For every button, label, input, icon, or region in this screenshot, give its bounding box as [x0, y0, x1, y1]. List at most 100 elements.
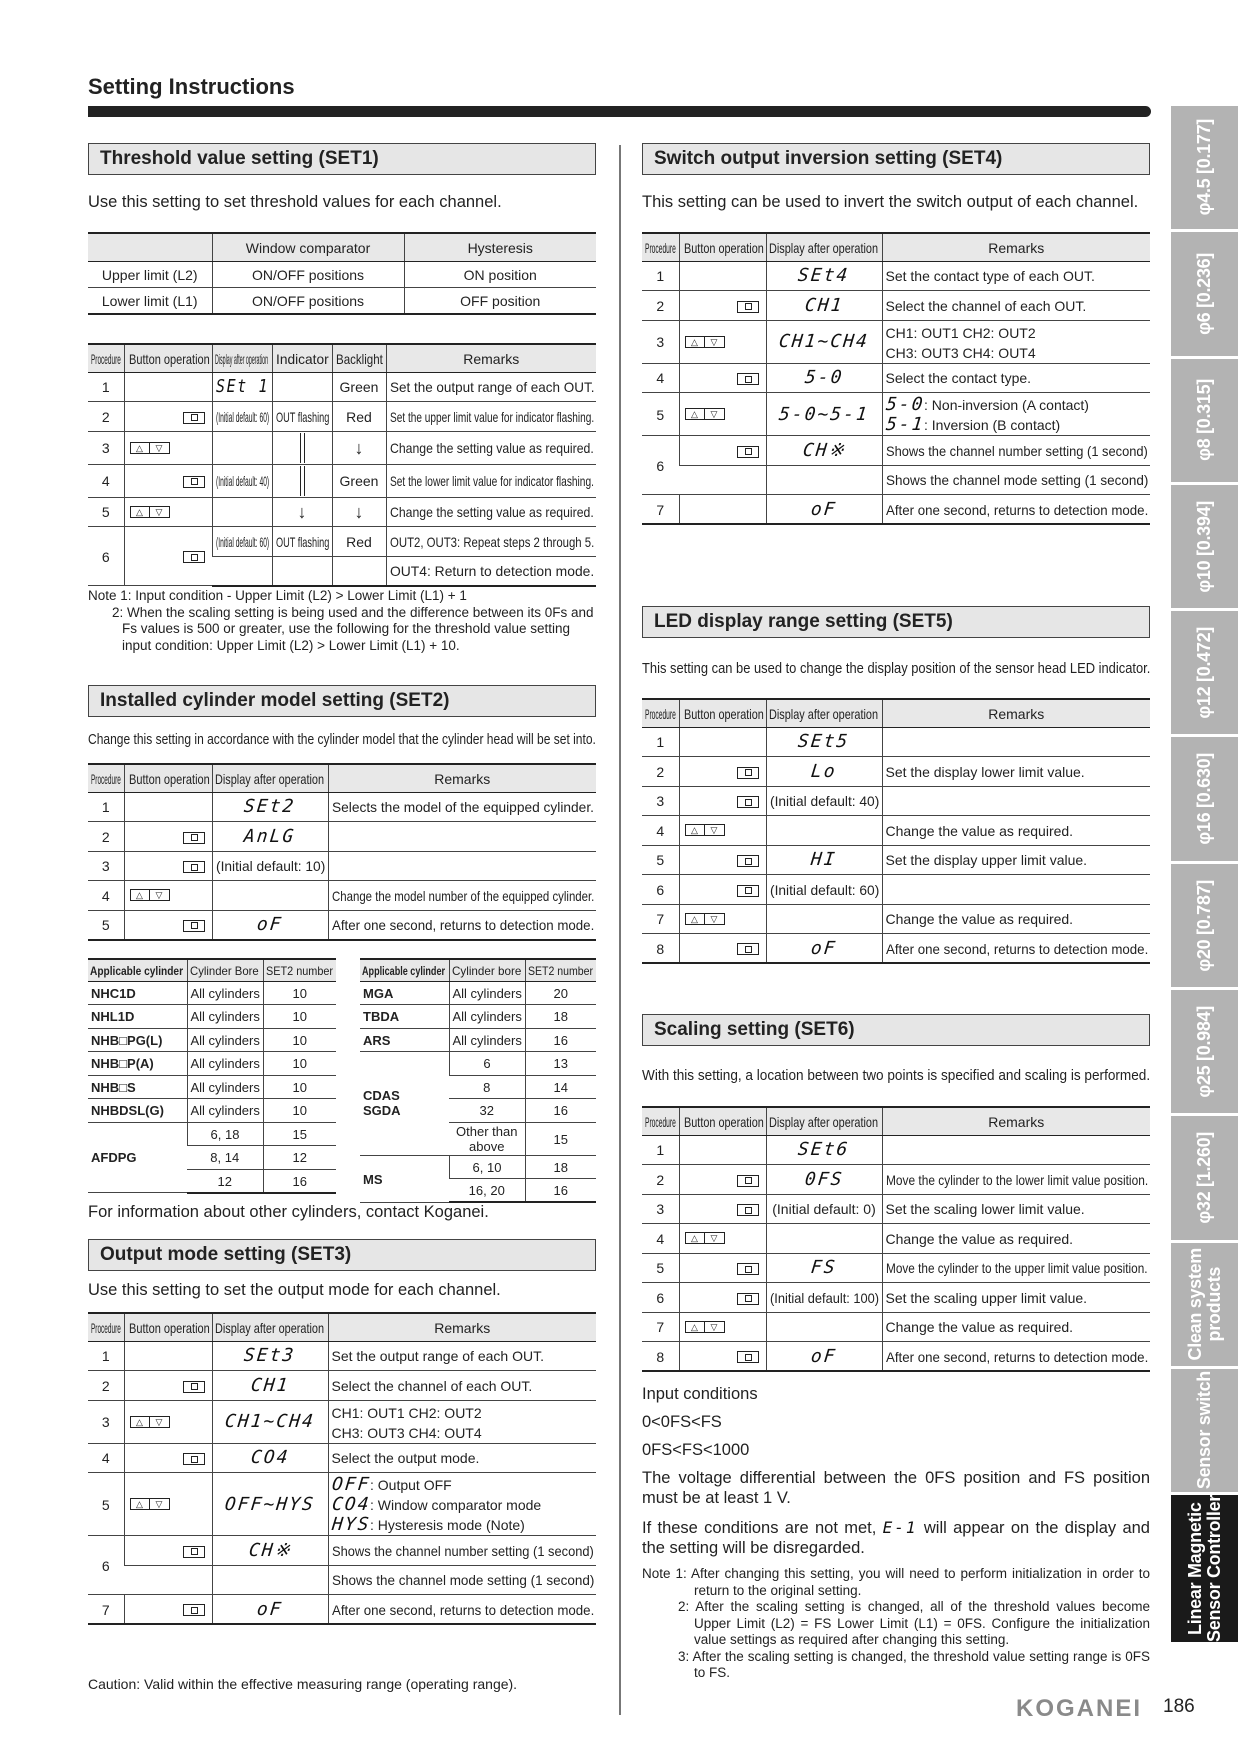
cell-text: 3: [101, 440, 110, 457]
set-button-icon: [736, 373, 759, 386]
table-cell: [678, 363, 766, 393]
side-tab[interactable]: Linear Magnetic Sensor Controller: [1171, 1495, 1238, 1643]
cell-text: 4: [101, 473, 110, 490]
table-cell: [679, 465, 766, 495]
side-tab[interactable]: φ16 [0.630]: [1171, 737, 1238, 861]
cell-text: 1: [656, 734, 665, 751]
cell-text: Button operation: [683, 705, 764, 722]
table-cell: [123, 1535, 212, 1566]
table-cell: 1: [88, 1341, 124, 1371]
continuation-line-icon: [299, 432, 305, 463]
cell-text: Lower limit (L1): [101, 293, 198, 310]
cell-text: Shows the channel mode setting (1 second…: [331, 1572, 594, 1589]
table-cell: Green: [331, 372, 386, 402]
table-cell: CH1: OUT1 CH2: OUT2 CH3: OUT3 CH4: OUT4: [327, 1400, 596, 1444]
cell-text: 3: [101, 1414, 110, 1431]
table-cell: Shows the channel mode setting (1 second…: [881, 465, 1150, 495]
set-button-icon: [736, 766, 759, 779]
table-row: 3 (Initial default: 10): [88, 851, 596, 881]
table-cell: [678, 845, 766, 875]
table-row: 1 SEt 1 Green Set the output range of each …: [88, 372, 596, 402]
cell-line: CH1: OUT1 CH2: OUT2: [886, 322, 1148, 342]
table-cell: [123, 851, 212, 881]
cell-text: Other than above: [456, 1123, 518, 1154]
table-row: Shows the channel mode setting (1 second…: [642, 465, 1150, 495]
cell-text: All cylinders: [452, 1032, 522, 1048]
cell-text: Change the setting value as required.: [389, 440, 594, 457]
table-cell: oF: [765, 494, 882, 525]
side-tab[interactable]: φ4.5 [0.177]: [1171, 106, 1238, 230]
table-cell: △ ▽: [123, 880, 212, 911]
cell-text: 3: [101, 858, 110, 875]
cell-text: SET2 number: [528, 963, 594, 978]
lcd-display-text: CH※: [801, 439, 847, 461]
table-cell: Change the model number of the equipped …: [327, 880, 596, 911]
table-cell: After one second, returns to detection m…: [327, 910, 596, 941]
cell-text: 3: [656, 1201, 665, 1218]
side-tab-label: φ8 [0.315]: [1194, 379, 1214, 462]
table-cell: 18: [524, 1155, 596, 1179]
side-tab[interactable]: φ6 [0.236]: [1171, 232, 1238, 356]
input-conditions-title: Input conditions: [642, 1385, 758, 1403]
table-row: Upper limit (L2) ON/OFF positions ON posit…: [88, 261, 596, 288]
set-button-icon: [736, 855, 759, 868]
table-cell: FS: [765, 1253, 882, 1283]
cell-text: (Initial default: 60): [215, 533, 269, 550]
table-cell: Set the lower limit value for indicator …: [385, 464, 596, 498]
side-tab[interactable]: φ32 [1.260]: [1171, 1116, 1238, 1240]
table-cell: All cylinders: [186, 1098, 263, 1123]
set2-intro: Change this setting in accordance with t…: [88, 731, 596, 748]
table-row: 5 HI Set the display upper limit value.: [642, 845, 1150, 875]
side-tab[interactable]: φ8 [0.315]: [1171, 358, 1238, 482]
table-cell: oF: [211, 910, 328, 941]
table-cell: [678, 1282, 766, 1313]
table-cell: 16: [524, 1098, 596, 1123]
table-cell: [271, 372, 332, 402]
table-cell: 15: [262, 1122, 336, 1146]
condition-2: 0FS<FS<1000: [642, 1441, 750, 1459]
table-cell: Select the contact type.: [881, 363, 1150, 393]
column-header: Window comparator: [211, 232, 404, 262]
side-tab[interactable]: Clean system products: [1171, 1242, 1238, 1366]
cell-text: 14: [553, 1079, 568, 1095]
table-row: NHB□P(A) All cylinders 10: [88, 1051, 336, 1076]
table-row: 8, 14 12: [88, 1145, 336, 1170]
lcd-display-text: CH1: [249, 1374, 291, 1396]
set6-procedure-table: Procedure Button operation Display after o…: [642, 1106, 1150, 1372]
column-header: Button operation: [678, 232, 766, 262]
cell-text: Procedure: [644, 1113, 676, 1130]
lcd-display-text: oF: [810, 498, 838, 520]
side-tab[interactable]: φ12 [0.472]: [1171, 611, 1238, 735]
side-tab[interactable]: Sensor switch: [1171, 1368, 1238, 1493]
side-tab[interactable]: φ20 [0.787]: [1171, 863, 1238, 987]
cell-text: Procedure: [90, 350, 121, 367]
cell-text: Display after operation: [769, 239, 879, 256]
cell-text: Green: [339, 379, 379, 396]
note-1: Note 1: Input condition - Upper Limit (L…: [88, 588, 467, 603]
table-cell: All cylinders: [186, 981, 263, 1005]
side-tab[interactable]: φ10 [0.394]: [1171, 484, 1238, 609]
cell-text: NHB□PG(L): [91, 1032, 163, 1048]
table-cell: 3: [88, 851, 124, 881]
cell-text: ON/OFF positions: [251, 266, 365, 283]
table-cell: OFF~HYS: [211, 1472, 328, 1536]
side-tab[interactable]: φ25 [0.984]: [1171, 989, 1238, 1114]
table-cell: [678, 1341, 766, 1372]
cell-text: Change the value as required.: [885, 822, 1074, 839]
set-button-icon: [182, 1380, 205, 1393]
table-row: 8 oF After one second, returns to detectio…: [642, 1341, 1150, 1372]
cell-text: Button operation: [683, 239, 764, 256]
table-cell: [271, 464, 332, 498]
set-button-icon: [182, 861, 205, 874]
cell-text: Change the value as required.: [885, 1230, 1074, 1247]
cell-line: CO4 : Window comparator mode: [330, 1494, 594, 1515]
table-cell: 7: [642, 494, 679, 525]
table-row: OUT4: Return to detection mode.: [88, 556, 596, 587]
down-arrow-icon: ↓: [354, 437, 364, 458]
cell-text: Set the contact type of each OUT.: [885, 268, 1095, 285]
lcd-display-text: SEt5: [797, 731, 851, 753]
cell-text: 1: [101, 799, 110, 816]
cell-line: CH3: OUT3 CH4: OUT4: [886, 342, 1148, 362]
table-cell: △ ▽: [678, 1312, 766, 1342]
lcd-display-text: CO4: [249, 1447, 291, 1469]
